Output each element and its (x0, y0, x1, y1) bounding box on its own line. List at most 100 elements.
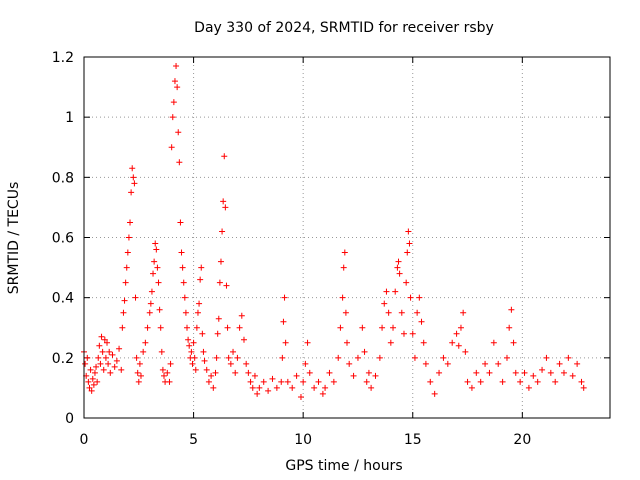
y-tick-label: 0 (65, 411, 74, 427)
data-point (203, 366, 210, 373)
data-point (109, 351, 116, 358)
data-point (560, 369, 567, 376)
data-point (224, 324, 231, 331)
data-point (381, 300, 388, 307)
data-point (330, 378, 337, 385)
data-point (394, 264, 401, 271)
data-point (311, 384, 318, 391)
data-point (440, 354, 447, 361)
data-point (160, 372, 167, 379)
data-point (236, 324, 243, 331)
data-point (486, 369, 493, 376)
data-point (102, 354, 109, 361)
data-point (365, 369, 372, 376)
data-point (179, 264, 186, 271)
data-point (104, 339, 111, 346)
data-point (106, 348, 113, 355)
data-point (306, 369, 313, 376)
data-point (251, 372, 258, 379)
axis-ticks: 0 0.2 0.4 0.6 0.8 1 1.2 0 5 10 15 20 (52, 50, 610, 448)
data-point (495, 360, 502, 367)
data-point (217, 258, 224, 265)
data-point (128, 189, 135, 196)
data-point (205, 378, 212, 385)
data-point (99, 348, 106, 355)
chart-title: Day 330 of 2024, SRMTID for receiver rsb… (194, 20, 494, 36)
data-point (208, 372, 215, 379)
x-axis-label: GPS time / hours (285, 458, 402, 474)
data-point (534, 378, 541, 385)
data-point (510, 339, 517, 346)
data-point (133, 354, 140, 361)
data-point (297, 393, 304, 400)
data-point (130, 174, 137, 181)
x-tick-label: 0 (80, 432, 89, 448)
data-point (385, 309, 392, 316)
data-point (216, 279, 223, 286)
data-point (155, 279, 162, 286)
data-point (156, 306, 163, 313)
data-point (238, 312, 245, 319)
data-point (178, 249, 185, 256)
data-point (539, 366, 546, 373)
data-point (427, 378, 434, 385)
data-point (315, 378, 322, 385)
data-point (88, 387, 95, 394)
data-point (280, 318, 287, 325)
data-point (273, 384, 280, 391)
data-point (400, 330, 407, 337)
data-point (565, 354, 572, 361)
data-point (407, 294, 414, 301)
data-point (131, 180, 138, 187)
data-point (132, 294, 139, 301)
x-tick-label: 15 (404, 432, 422, 448)
data-point (186, 342, 193, 349)
data-point (350, 372, 357, 379)
data-point (254, 390, 261, 397)
data-point (411, 354, 418, 361)
data-point (490, 339, 497, 346)
plot-frame (83, 56, 611, 419)
data-point (230, 348, 237, 355)
data-point (512, 369, 519, 376)
data-point (87, 366, 94, 373)
data-point (189, 360, 196, 367)
data-point (175, 129, 182, 136)
data-point (151, 258, 158, 265)
data-point (198, 264, 205, 271)
data-point (135, 378, 142, 385)
data-point (220, 198, 227, 205)
data-point (184, 324, 191, 331)
data-point (90, 381, 97, 388)
data-point (406, 240, 413, 247)
data-point (482, 360, 489, 367)
data-point (578, 378, 585, 385)
data-point (85, 378, 92, 385)
data-point (243, 360, 250, 367)
data-point (98, 333, 105, 340)
data-point (354, 354, 361, 361)
data-point (134, 369, 141, 376)
data-point (304, 339, 311, 346)
data-point (506, 324, 513, 331)
data-point (293, 372, 300, 379)
y-tick-label: 1 (65, 110, 74, 126)
data-point (337, 324, 344, 331)
data-point (403, 279, 410, 286)
data-point (409, 330, 416, 337)
data-point (197, 276, 204, 283)
data-point (116, 345, 123, 352)
data-point (86, 384, 93, 391)
data-point (192, 366, 199, 373)
data-point (119, 324, 126, 331)
data-point (111, 363, 118, 370)
data-point (93, 363, 100, 370)
data-point (169, 114, 176, 121)
data-point (94, 378, 101, 385)
data-point (302, 360, 309, 367)
data-point (319, 390, 326, 397)
data-point (455, 342, 462, 349)
data-point (569, 372, 576, 379)
data-point (164, 369, 171, 376)
